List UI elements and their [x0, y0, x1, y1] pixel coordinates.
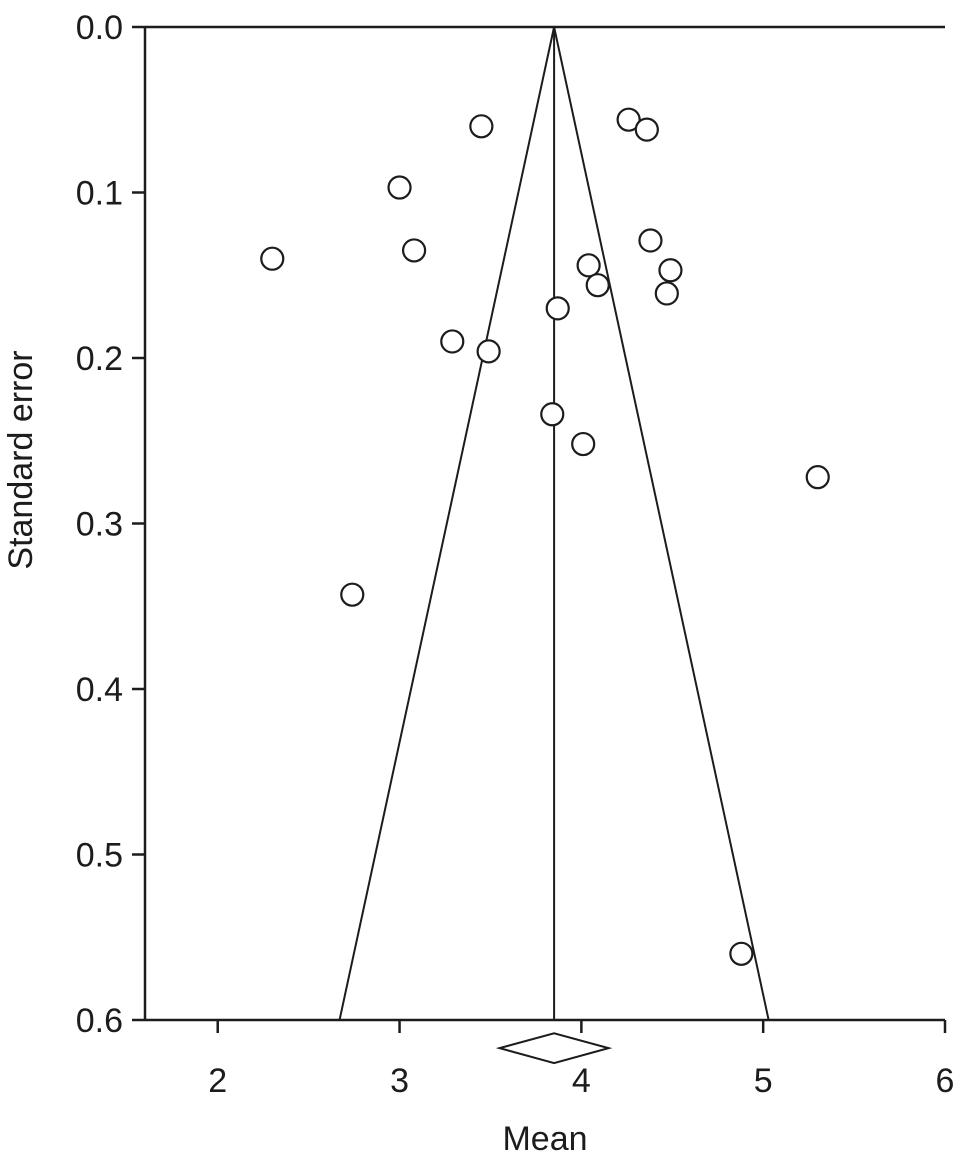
y-axis-ticks: 0.0 0.1 0.2 0.3 0.4 0.5 0.6	[76, 9, 145, 1040]
funnel-left-line	[338, 26, 556, 1021]
x-tick-label: 4	[572, 1062, 591, 1100]
data-point	[638, 228, 663, 253]
data-point	[576, 253, 601, 278]
data-point	[658, 258, 683, 283]
x-axis-ticks: 2 3 4 5 6	[208, 1020, 954, 1100]
data-point	[476, 339, 501, 364]
data-point	[440, 329, 465, 354]
y-tick-label: 0.6	[76, 1002, 123, 1040]
data-point	[540, 402, 565, 427]
data-point	[469, 114, 494, 139]
y-tick-label: 0.3	[76, 506, 123, 544]
data-point	[805, 465, 830, 490]
x-axis-label: Mean	[502, 1120, 587, 1158]
data-point	[387, 175, 412, 200]
data-point	[401, 238, 427, 263]
data-point	[571, 431, 596, 457]
data-point	[616, 107, 641, 132]
axes-frame	[143, 25, 945, 1022]
x-tick-label: 5	[754, 1062, 773, 1100]
data-point	[729, 941, 754, 966]
data-point	[260, 246, 285, 271]
data-points	[260, 107, 830, 966]
x-tick-label: 3	[390, 1062, 409, 1100]
x-tick-label: 2	[208, 1062, 227, 1100]
axis-frame-path	[143, 25, 945, 1022]
y-tick-label: 0.1	[76, 175, 123, 213]
data-point	[654, 281, 679, 306]
diamond-marker	[495, 1032, 613, 1065]
data-point	[340, 582, 365, 607]
data-point	[634, 117, 659, 142]
y-tick-label: 0.2	[76, 340, 123, 378]
y-tick-label: 0.5	[76, 837, 123, 875]
funnel-lines	[338, 26, 770, 1021]
funnel-right-line	[553, 26, 770, 1021]
y-axis-label: Standard error	[2, 350, 40, 569]
data-point	[585, 273, 610, 298]
y-tick-label: 0.0	[76, 9, 123, 47]
data-point	[545, 296, 570, 321]
y-tick-label: 0.4	[76, 671, 123, 709]
x-tick-label: 6	[936, 1062, 955, 1100]
pooled-estimate-diamond	[495, 1032, 613, 1065]
